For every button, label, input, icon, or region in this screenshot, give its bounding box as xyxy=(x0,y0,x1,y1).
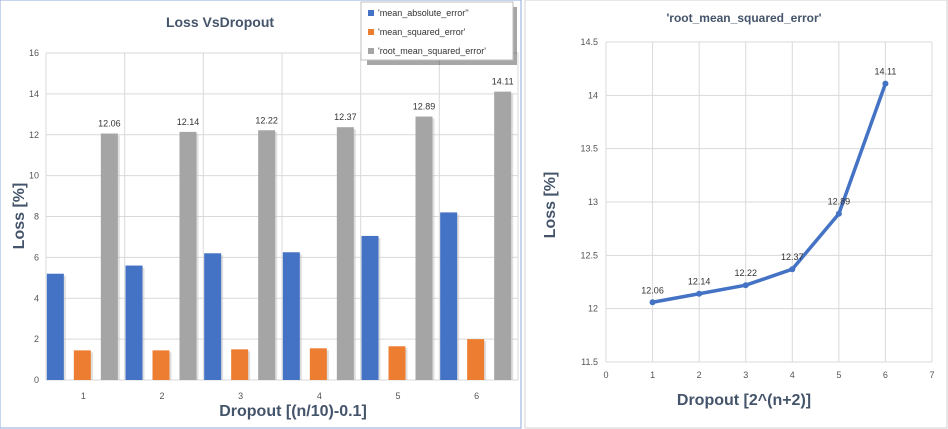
rmse-point xyxy=(742,282,749,289)
bar-x-tick-label: 2 xyxy=(159,391,164,401)
line-data-label: 12.37 xyxy=(781,252,804,262)
bar-y-tick-label: 14 xyxy=(29,89,39,99)
bar xyxy=(440,212,458,380)
bar xyxy=(388,346,406,380)
line-chart-y-ticks: 11.5 12 12.5 13 13.5 14 14.5 xyxy=(580,37,598,367)
line-x-tick-label: 5 xyxy=(836,370,841,380)
line-y-tick-label: 12 xyxy=(588,304,598,314)
line-chart-y-axis-title: Loss [%] xyxy=(542,172,559,239)
bar-chart-y-axis-title: Loss [%] xyxy=(11,183,28,250)
line-data-label: 12.89 xyxy=(828,197,851,207)
bar-y-tick-label: 0 xyxy=(34,375,39,385)
bar-data-label: 12.89 xyxy=(413,102,436,112)
line-y-tick-label: 14.5 xyxy=(580,37,598,47)
rmse-point xyxy=(649,299,656,306)
bar xyxy=(282,252,300,380)
line-chart-data-labels: 12.06 12.14 12.22 12.37 12.89 14.11 xyxy=(641,67,896,296)
bar xyxy=(100,133,118,380)
line-y-tick-label: 14 xyxy=(588,90,598,100)
bar-data-label: 12.06 xyxy=(98,119,121,129)
line-chart-x-axis-title: Dropout [2^(n+2)] xyxy=(677,392,811,409)
rmse-point xyxy=(882,80,889,87)
bar-chart-bars xyxy=(46,91,514,381)
bar-data-label: 12.22 xyxy=(255,115,278,125)
legend-swatch-mse xyxy=(368,29,374,35)
line-y-tick-label: 13.5 xyxy=(580,144,598,154)
bar xyxy=(152,350,170,380)
bar-x-tick-label: 6 xyxy=(474,391,479,401)
bar-chart-x-axis-title: Dropout [(n/10)-0.1] xyxy=(219,403,367,420)
bar xyxy=(336,127,354,380)
bar xyxy=(415,116,433,381)
bar xyxy=(46,273,64,380)
line-data-label: 12.22 xyxy=(734,268,757,278)
bar-chart-y-ticks: 0 2 4 6 8 10 12 14 16 xyxy=(29,48,39,385)
bar-chart-title: Loss VsDropout xyxy=(166,14,274,30)
line-x-tick-label: 0 xyxy=(603,370,608,380)
bar-x-tick-label: 5 xyxy=(395,391,400,401)
line-x-tick-label: 7 xyxy=(929,370,934,380)
bar-y-tick-label: 10 xyxy=(29,171,39,181)
bar-data-label: 12.37 xyxy=(334,112,357,122)
line-x-tick-label: 3 xyxy=(743,370,748,380)
line-x-tick-label: 4 xyxy=(790,370,795,380)
bar-y-tick-label: 8 xyxy=(34,212,39,222)
line-chart-x-ticks: 0 1 2 3 4 5 6 7 xyxy=(603,370,934,380)
legend-label-rmse: 'root_mean_squared_error' xyxy=(378,46,486,56)
bar xyxy=(231,349,249,380)
bar-y-tick-label: 6 xyxy=(34,252,39,262)
bar-y-tick-label: 16 xyxy=(29,48,39,58)
line-y-tick-label: 13 xyxy=(588,197,598,207)
line-x-tick-label: 6 xyxy=(883,370,888,380)
bar-data-label: 12.14 xyxy=(177,117,200,127)
bar xyxy=(179,131,197,380)
bar-chart-x-ticks: 1 2 3 4 5 6 xyxy=(81,391,479,401)
bar xyxy=(309,348,327,380)
line-chart-gridlines xyxy=(605,41,933,363)
bar-x-tick-label: 1 xyxy=(81,391,86,401)
line-data-label: 14.11 xyxy=(874,67,896,77)
rmse-point xyxy=(789,266,796,273)
line-x-tick-label: 2 xyxy=(697,370,702,380)
rmse-point xyxy=(696,290,703,297)
legend-label-mae: 'mean_absolute_error'' xyxy=(378,8,469,18)
bar-y-tick-label: 12 xyxy=(29,130,39,140)
bar xyxy=(125,265,143,380)
line-data-label: 12.06 xyxy=(641,285,664,295)
line-y-tick-label: 12.5 xyxy=(580,250,598,260)
line-y-tick-label: 11.5 xyxy=(581,357,598,367)
line-chart-series xyxy=(649,80,889,306)
rmse-line xyxy=(652,83,888,304)
bar-data-label: 14.11 xyxy=(492,77,514,87)
bar xyxy=(361,235,379,380)
bar-x-tick-label: 4 xyxy=(317,391,322,401)
bar xyxy=(204,253,222,380)
bar-chart-legend: 'mean_absolute_error'' 'mean_squared_err… xyxy=(360,1,517,65)
legend-swatch-rmse xyxy=(368,48,374,54)
legend-swatch-mae xyxy=(368,10,374,16)
bar xyxy=(467,339,485,380)
line-data-label: 12.14 xyxy=(688,277,711,287)
bar xyxy=(494,91,512,380)
bar-y-tick-label: 2 xyxy=(34,334,39,344)
line-chart-title: 'root_mean_squared_error' xyxy=(666,11,821,25)
legend-box xyxy=(360,1,514,61)
line-chart-frame xyxy=(524,0,948,429)
bar-x-tick-label: 3 xyxy=(238,391,243,401)
bar xyxy=(258,130,276,380)
bar xyxy=(73,350,91,380)
legend-label-mse: 'mean_squared_error' xyxy=(378,27,466,37)
line-chart-panel: 'root_mean_squared_error' 11.51212.51313… xyxy=(524,0,948,429)
line-x-tick-label: 1 xyxy=(650,370,655,380)
rmse-point xyxy=(835,210,842,217)
bar-chart-data-labels: 12.06 12.14 12.22 12.37 12.89 14.11 xyxy=(98,77,514,129)
bar-y-tick-label: 4 xyxy=(34,293,39,303)
